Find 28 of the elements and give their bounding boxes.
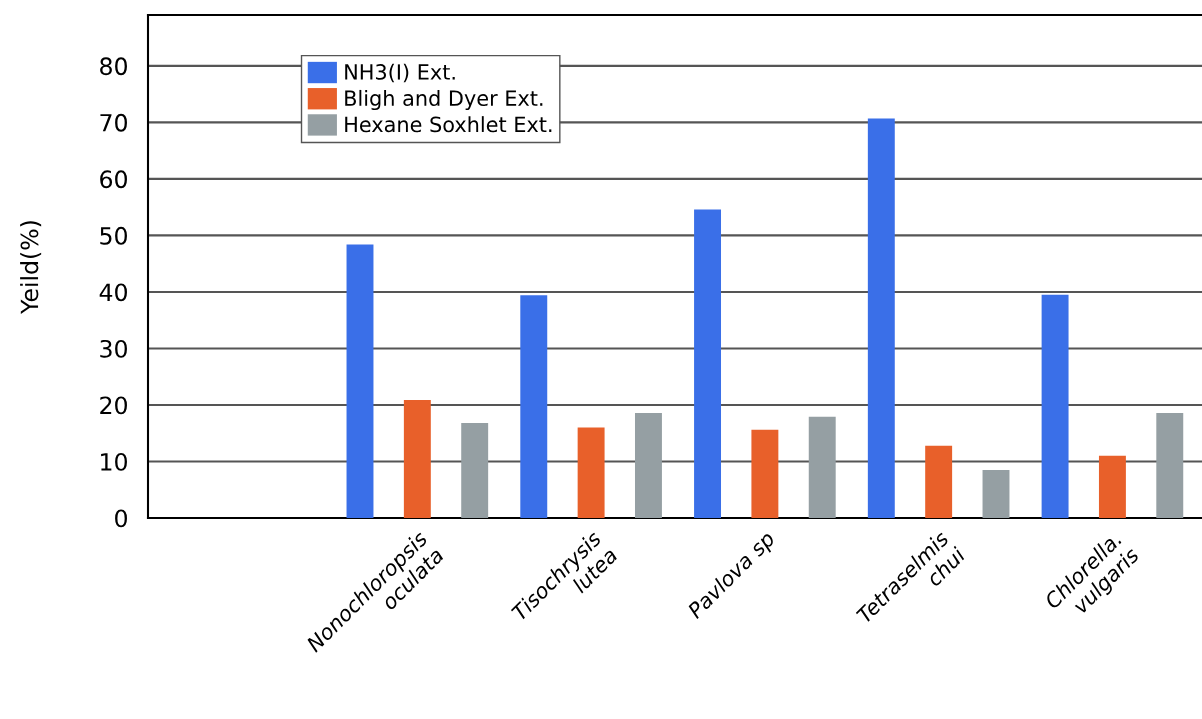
bar	[808, 416, 836, 518]
bar	[982, 469, 1010, 518]
bar	[403, 399, 431, 518]
bar	[346, 244, 374, 518]
y-tick-label: 10	[101, 452, 127, 471]
bar	[634, 412, 662, 518]
bar	[694, 209, 722, 518]
bar	[867, 118, 895, 518]
bar	[520, 295, 548, 518]
legend-label: Hexane Soxhlet Ext.	[345, 116, 552, 133]
bar	[1156, 412, 1184, 518]
bar	[577, 427, 605, 518]
bar	[1098, 455, 1126, 518]
y-tick-label: 60	[100, 170, 127, 189]
y-tick-label: 70	[100, 113, 127, 132]
y-axis-title: Yeild(%)	[20, 221, 42, 314]
y-tick-label: 50	[100, 226, 127, 245]
bar	[751, 429, 779, 518]
y-tick-label: 0	[115, 509, 127, 528]
legend-label: Bligh and Dyer Ext.	[345, 89, 543, 111]
y-tick-label: 80	[100, 57, 127, 76]
y-tick-label: 30	[100, 339, 127, 358]
bar	[461, 423, 489, 518]
bar	[925, 445, 953, 518]
legend-label: NH3(I) Ext.	[345, 63, 455, 83]
y-tick-label: 20	[100, 396, 127, 415]
bar	[1041, 294, 1069, 518]
y-tick-label: 40	[99, 283, 127, 302]
